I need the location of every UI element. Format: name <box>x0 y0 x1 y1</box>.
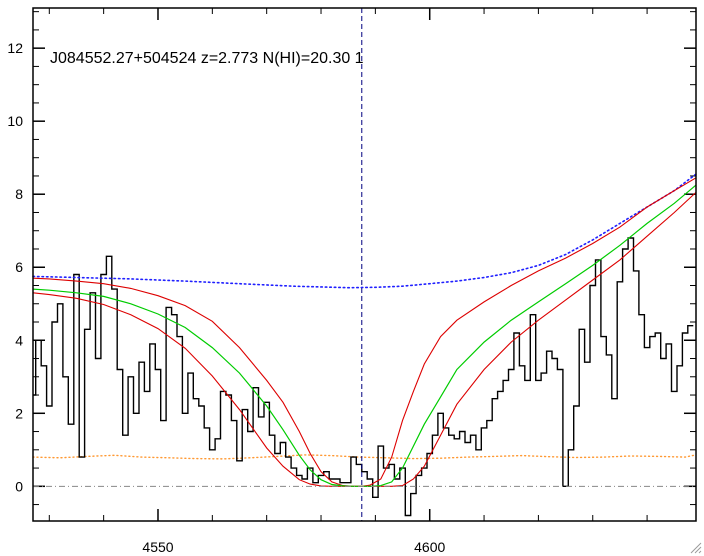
y-tick-label: 12 <box>7 40 23 56</box>
tick-labels: 0 2 4 6 8 10 12 4550 4600 <box>7 40 445 555</box>
plot-frame <box>32 7 697 522</box>
chart-title: J084552.27+504524 z=2.773 N(HI)=20.30 1 <box>50 50 364 67</box>
series-continuum <box>32 173 697 289</box>
reference-lines <box>33 8 696 521</box>
y-tick-label: 4 <box>15 332 23 348</box>
y-tick-label: 8 <box>15 186 23 202</box>
y-tick-label: 10 <box>7 113 23 129</box>
series-fit <box>32 184 697 487</box>
y-tick-label: 6 <box>15 259 23 275</box>
series-fit-lower <box>32 191 697 487</box>
series-flux <box>33 237 694 517</box>
series-fit-upper <box>32 177 697 487</box>
series-error <box>32 454 697 460</box>
plot-series <box>32 173 697 517</box>
resize-grip-icon[interactable] <box>690 542 702 554</box>
y-tick-label: 0 <box>15 478 23 494</box>
x-tick-label: 4550 <box>142 539 173 555</box>
x-tick-label: 4600 <box>414 539 445 555</box>
axis-ticks <box>33 8 696 521</box>
y-tick-label: 2 <box>15 405 23 421</box>
